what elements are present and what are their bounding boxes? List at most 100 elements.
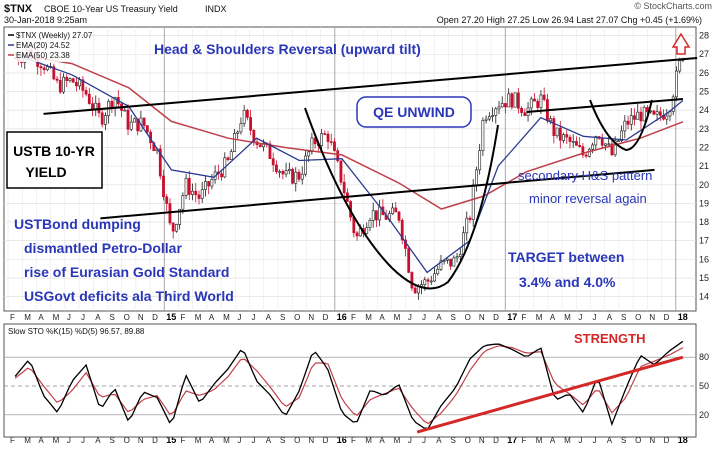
candle-body xyxy=(197,194,201,199)
candle-body xyxy=(142,117,146,126)
month-label: N xyxy=(308,313,314,322)
annotation-ustb-line1: USTB 10-YR xyxy=(13,143,95,159)
sto-month-label: M xyxy=(564,436,571,444)
candle-body xyxy=(429,280,433,283)
month-label: D xyxy=(664,313,670,322)
candle-body xyxy=(462,232,465,255)
annotation-secondary-line2: minor reversal again xyxy=(529,191,647,206)
month-label: S xyxy=(280,313,285,322)
candle-body xyxy=(671,96,675,112)
month-label: M xyxy=(53,313,60,322)
annotation-secondary-line1: secondary H&S pattern xyxy=(518,168,652,183)
price-y-tick: 22 xyxy=(699,142,709,152)
chart-exchange: INDX xyxy=(205,4,227,14)
candle-body xyxy=(484,118,488,121)
candle-body xyxy=(104,115,107,125)
qe-unwind-box xyxy=(356,96,472,128)
sto-month-label: A xyxy=(607,436,613,444)
sto-month-label: D xyxy=(664,436,670,444)
sto-month-label: M xyxy=(394,436,401,444)
candle-body xyxy=(571,141,575,143)
candle-body xyxy=(245,109,249,118)
candle-body xyxy=(326,133,330,142)
candle-body xyxy=(204,181,207,190)
candle-body xyxy=(549,118,553,122)
year-label: 15 xyxy=(166,312,176,322)
month-label: M xyxy=(365,313,372,322)
candle-body xyxy=(533,98,536,102)
candle-body xyxy=(562,134,565,141)
sto-month-label: N xyxy=(138,436,144,444)
candle-body xyxy=(458,254,462,257)
candle-body xyxy=(87,93,91,104)
month-label: A xyxy=(550,313,556,322)
stochastic-panel xyxy=(3,323,697,438)
candle-body xyxy=(658,111,662,116)
month-label: M xyxy=(24,313,31,322)
month-label: J xyxy=(408,313,412,322)
annotation-ustb-line2: YIELD xyxy=(25,164,66,180)
month-label: A xyxy=(38,313,44,322)
candle-body xyxy=(368,219,372,228)
candle-body xyxy=(555,127,559,137)
candle-body xyxy=(242,109,246,124)
sto-month-label: A xyxy=(379,436,385,444)
ema50-line xyxy=(14,53,684,210)
candle-body xyxy=(497,106,501,110)
sto-y-tick: 50 xyxy=(699,381,709,391)
candle-body xyxy=(578,145,582,147)
candle-body xyxy=(487,116,491,120)
month-label: D xyxy=(493,313,499,322)
candle-body xyxy=(620,130,624,141)
month-label: M xyxy=(195,313,202,322)
sto-year-label: 18 xyxy=(678,435,688,444)
candle-body xyxy=(42,67,46,71)
annotation-dumping-line2: dismantled Petro-Dollar xyxy=(24,240,182,256)
annotation-dumping-line3: rise of Eurasian Gold Standard xyxy=(24,264,229,280)
candle-body xyxy=(655,111,659,115)
sto-month-label: F xyxy=(351,436,356,444)
sto-month-label: J xyxy=(578,436,582,444)
month-label: S xyxy=(109,313,114,322)
sto-month-label: A xyxy=(550,436,556,444)
month-label: J xyxy=(422,313,426,322)
candle-body xyxy=(236,131,240,134)
sto-y-tick: 80 xyxy=(699,352,709,362)
chart-name: CBOE 10-Year US Treasury Yield xyxy=(44,4,178,14)
candle-body xyxy=(258,144,262,147)
candle-body xyxy=(675,70,678,98)
legend-box xyxy=(6,29,78,62)
candle-body xyxy=(445,258,449,261)
candle-body xyxy=(297,171,301,180)
month-label: O xyxy=(635,313,641,322)
candle-body xyxy=(45,66,49,71)
sto-month-label: J xyxy=(408,436,412,444)
candle-body xyxy=(342,181,346,194)
candle-body xyxy=(271,158,275,166)
sto-month-label: F xyxy=(10,436,15,444)
candle-body xyxy=(400,220,404,241)
candle-body xyxy=(391,207,394,214)
candle-body xyxy=(336,150,340,162)
candle-body xyxy=(607,143,611,146)
quote-line: Open 27.20 High 27.25 Low 26.94 Last 27.… xyxy=(437,15,702,25)
candle-body xyxy=(529,98,533,109)
candle-body xyxy=(65,76,69,81)
month-label: M xyxy=(536,313,543,322)
candle-body xyxy=(129,121,133,130)
sto-month-label: F xyxy=(181,436,186,444)
trendlines xyxy=(43,56,698,220)
candle-body xyxy=(539,94,543,108)
candle-body xyxy=(491,115,494,117)
candle-body xyxy=(310,137,314,153)
price-y-axis: 14 15 16 17 18 19 20 21 22 23 24 25 26 27 28 xyxy=(699,31,709,302)
month-label: O xyxy=(294,313,300,322)
month-label: J xyxy=(593,313,597,322)
sto-month-label: J xyxy=(237,436,241,444)
month-label: A xyxy=(95,313,101,322)
price-y-tick: 24 xyxy=(699,105,709,115)
month-label: A xyxy=(209,313,215,322)
candle-body xyxy=(249,117,253,131)
sto-month-label: M xyxy=(223,436,230,444)
candle-body xyxy=(575,141,578,146)
